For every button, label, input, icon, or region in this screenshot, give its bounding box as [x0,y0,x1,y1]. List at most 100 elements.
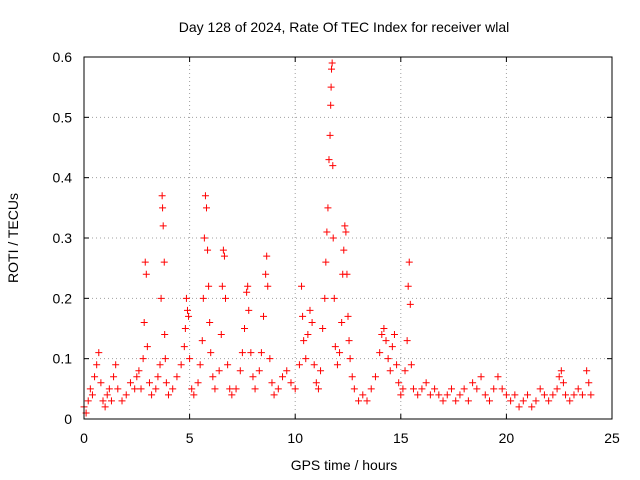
data-points [80,59,595,417]
data-point [371,373,379,381]
data-point [232,385,240,393]
data-point [211,385,219,393]
data-point [390,331,398,339]
y-axis-ticks: 0 0.1 0.2 0.3 0.4 0.5 0.6 [53,49,612,427]
data-point [295,361,303,369]
data-point [326,131,334,139]
y-tick-label: 0 [64,411,72,427]
data-point [141,258,149,266]
data-point [238,349,246,357]
data-point [274,385,282,393]
data-point [164,391,172,399]
x-axis-ticks: 0 5 10 15 20 25 [80,57,620,446]
data-point [300,337,308,345]
data-point [336,349,344,357]
data-point [244,282,252,290]
y-tick-label: 0.2 [53,290,73,306]
data-point [346,355,354,363]
data-point [540,391,548,399]
data-point [148,391,156,399]
x-tick-label: 20 [499,430,515,446]
y-tick-label: 0.6 [53,49,73,65]
data-point [355,397,363,405]
y-tick-label: 0.5 [53,109,73,125]
data-point [86,385,94,393]
data-point [156,361,164,369]
data-point [404,282,412,290]
data-point [181,325,189,332]
data-point [122,391,130,399]
data-point [319,325,327,332]
data-point [255,367,263,375]
x-tick-label: 15 [393,430,409,446]
data-point [585,379,593,387]
data-point [260,312,268,320]
data-point [161,355,169,363]
data-point [243,288,251,296]
y-tick-label: 0.1 [53,351,73,367]
data-point [345,337,353,345]
data-point [562,391,570,399]
data-point [173,373,181,381]
data-point [405,258,413,266]
data-point [161,331,169,339]
data-point [103,391,111,399]
data-point [395,379,403,387]
data-point [139,355,147,363]
data-point [329,234,337,242]
data-point [323,228,331,236]
data-point [566,397,574,405]
data-point [263,252,271,260]
data-point [157,294,165,302]
x-tick-label: 5 [186,430,194,446]
data-point [291,385,299,393]
data-point [183,306,191,314]
data-point [310,361,318,369]
data-point [204,246,212,254]
data-point [399,385,407,393]
data-point [477,373,485,381]
data-point [414,391,422,399]
y-tick-label: 0.3 [53,230,73,246]
data-point [279,373,287,381]
data-point [376,349,384,357]
data-point [177,361,185,369]
data-point [118,397,126,405]
y-tick-label: 0.4 [53,170,73,186]
data-point [340,246,348,254]
data-point [99,397,107,405]
data-point [528,403,536,411]
data-point [363,397,371,405]
data-point [502,391,510,399]
data-point [158,192,166,200]
data-point [133,373,141,381]
data-point [549,391,557,399]
data-point [583,367,591,375]
x-tick-label: 10 [287,430,303,446]
data-point [498,385,506,393]
data-point [519,397,527,405]
data-point [367,385,375,393]
data-point [218,282,226,290]
data-point [557,367,565,375]
data-point [553,385,561,393]
data-point [443,391,451,399]
data-point [196,361,204,369]
data-point [112,361,120,369]
data-point [251,385,259,393]
data-point [302,355,310,363]
data-point [587,391,595,399]
data-point [93,361,101,369]
data-point [84,397,92,405]
data-point [331,343,339,351]
data-point [159,204,167,212]
data-point [435,391,443,399]
data-point [201,192,209,200]
data-point [283,367,291,375]
data-point [95,349,103,357]
data-point [228,391,236,399]
data-point [298,282,306,290]
data-point [460,385,468,393]
data-point [473,385,481,393]
